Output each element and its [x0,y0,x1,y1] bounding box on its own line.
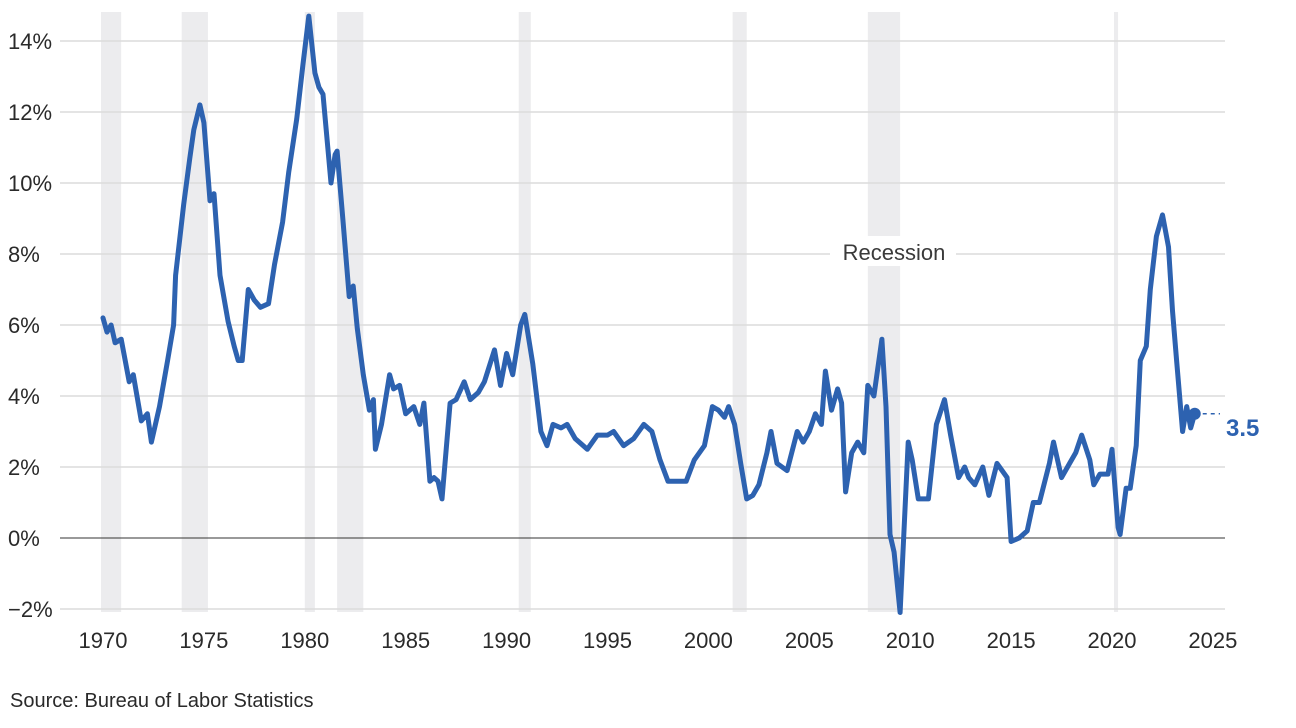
y-tick-label: 14% [8,29,52,54]
recession-band [337,12,364,612]
x-tick-label: 1995 [583,628,632,653]
x-tick-label: 1980 [280,628,329,653]
recession-label-bg [830,236,956,266]
recession-band [100,12,122,612]
end-value-label: 3.5 [1226,415,1259,442]
x-tick-label: 1985 [381,628,430,653]
end-point-marker [1188,407,1201,420]
y-tick-label: 12% [8,100,52,125]
x-tick-label: 2015 [987,628,1036,653]
x-tick-label: 2025 [1188,628,1237,653]
y-tick-label: 8% [8,242,40,267]
recession-band [867,12,901,612]
recession-band [732,12,747,612]
x-tick-label: 1975 [179,628,228,653]
y-tick-label: −2% [8,597,53,622]
x-tick-label: 2005 [785,628,834,653]
y-tick-label: 10% [8,171,52,196]
y-tick-label: 4% [8,384,40,409]
y-tick-label: 6% [8,313,40,338]
recession-band [1114,12,1119,612]
x-tick-label: 2010 [886,628,935,653]
y-tick-label: 2% [8,455,40,480]
y-tick-label: 0% [8,526,40,551]
x-tick-label: 1970 [79,628,128,653]
x-tick-label: 2020 [1088,628,1137,653]
x-tick-label: 1990 [482,628,531,653]
cpi-line [100,13,1198,615]
recession-band [304,12,315,612]
x-tick-label: 2000 [684,628,733,653]
source-note: Source: Bureau of Labor Statistics [10,690,314,712]
recession-label: Recession [843,240,946,265]
recession-band [181,12,208,612]
